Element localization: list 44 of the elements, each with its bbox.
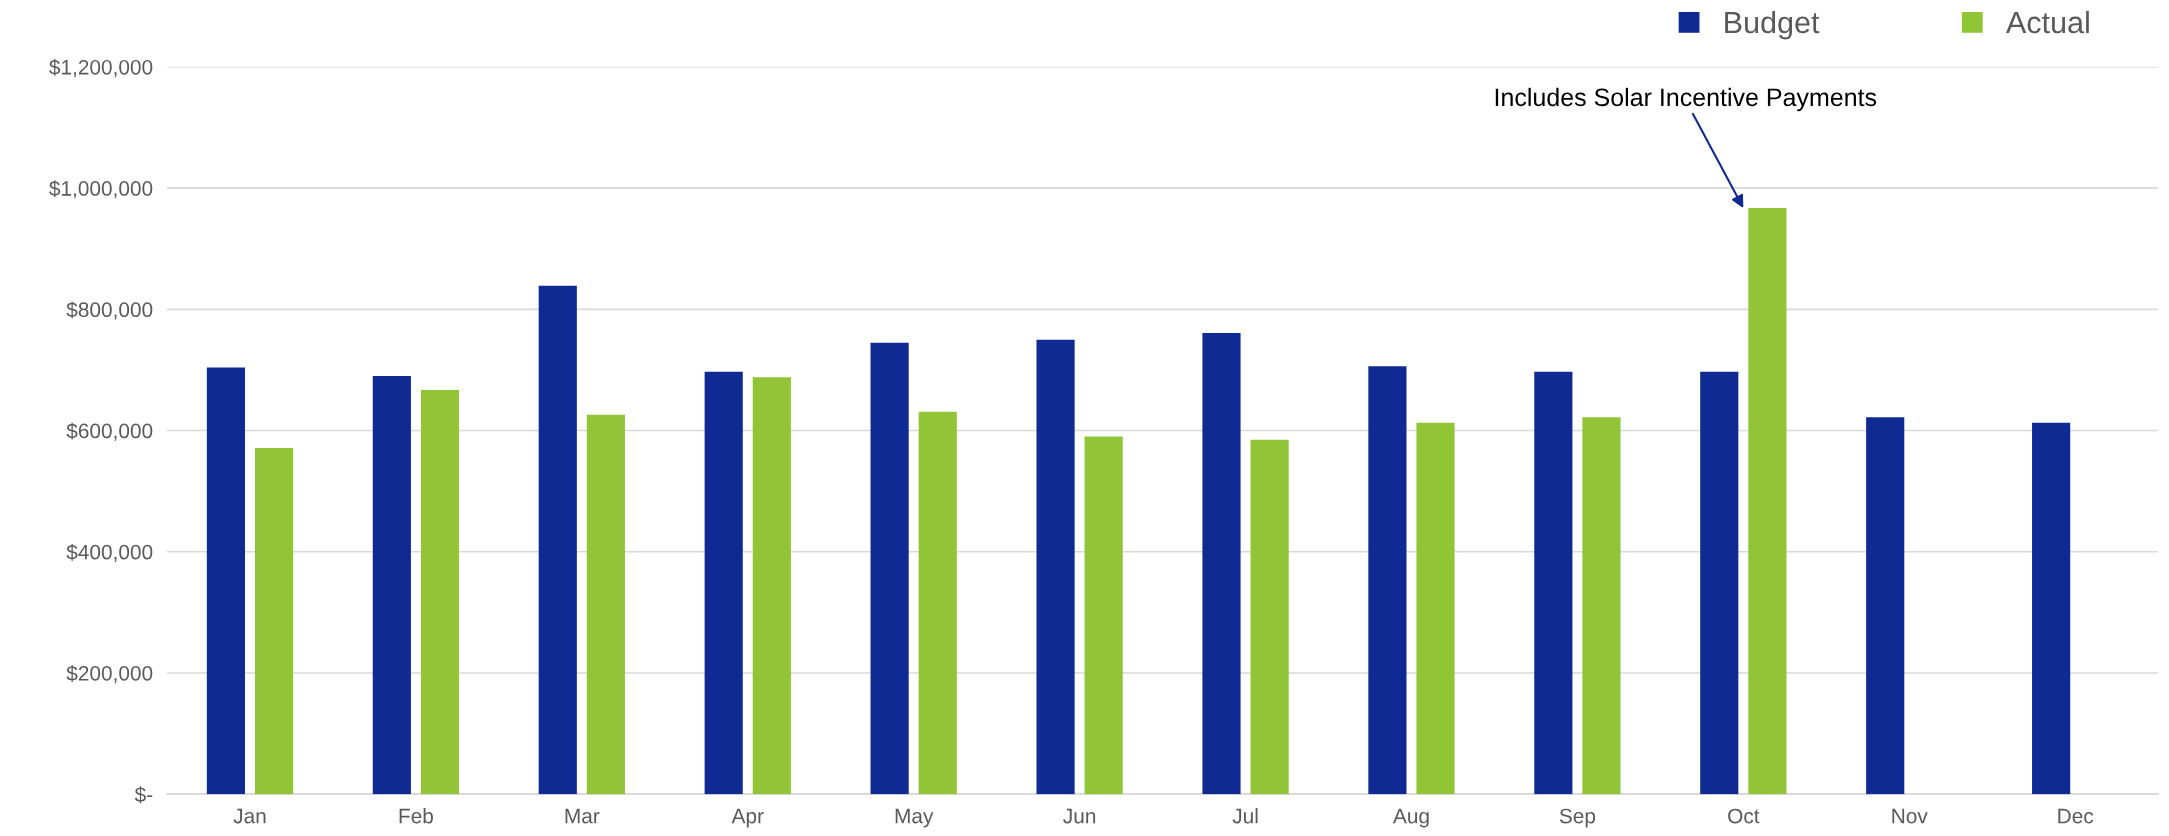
x-tick-label: Jun: [1063, 808, 1096, 824]
x-tick-label: May: [895, 808, 934, 828]
legend-label: Actual: [2005, 10, 2089, 34]
bar: [1250, 439, 1289, 795]
bar: [704, 371, 743, 795]
x-tick-label: Feb: [399, 808, 433, 824]
y-tick-label: $800,000: [66, 301, 153, 320]
x-tick-label: Jul: [1232, 808, 1258, 824]
bar: [1582, 417, 1621, 795]
bar: [1202, 332, 1241, 795]
x-tick-label: Mar: [565, 808, 600, 824]
bar: [870, 342, 909, 795]
bar: [586, 414, 625, 795]
bar: [1534, 371, 1573, 795]
x-tick-label: Nov: [1892, 808, 1928, 824]
bar: [1416, 422, 1455, 795]
bar: [1866, 417, 1905, 795]
y-tick-label: $200,000: [66, 665, 153, 684]
y-tick-label: $600,000: [66, 422, 153, 441]
x-tick-label: Apr: [731, 808, 764, 828]
bar: [752, 377, 791, 795]
y-tick-label: $-: [134, 786, 153, 804]
bar: [918, 411, 957, 795]
y-tick-label: $1,000,000: [49, 180, 153, 199]
bar: [2032, 422, 2071, 795]
bar: [1084, 436, 1123, 795]
bar: [1368, 366, 1407, 795]
bar: [420, 389, 460, 795]
y-tick-label: $400,000: [66, 543, 153, 562]
bar: [1036, 339, 1075, 795]
legend-label: Budget: [1725, 10, 1820, 40]
bar: [206, 367, 245, 795]
x-tick-label: Sep: [1559, 808, 1596, 828]
bar: [1748, 208, 1787, 795]
bar: [1700, 371, 1739, 795]
x-tick-label: Aug: [1392, 808, 1429, 828]
bar: [538, 285, 577, 795]
x-tick-label: Dec: [2058, 808, 2094, 824]
x-tick-label: Jan: [233, 808, 266, 824]
x-tick-label: Oct: [1728, 808, 1760, 824]
bar: [254, 448, 294, 795]
annotation: Includes Solar Incentive Payments: [1495, 87, 1877, 112]
bar: [372, 375, 411, 795]
y-tick-label: $1,200,000: [49, 59, 153, 78]
